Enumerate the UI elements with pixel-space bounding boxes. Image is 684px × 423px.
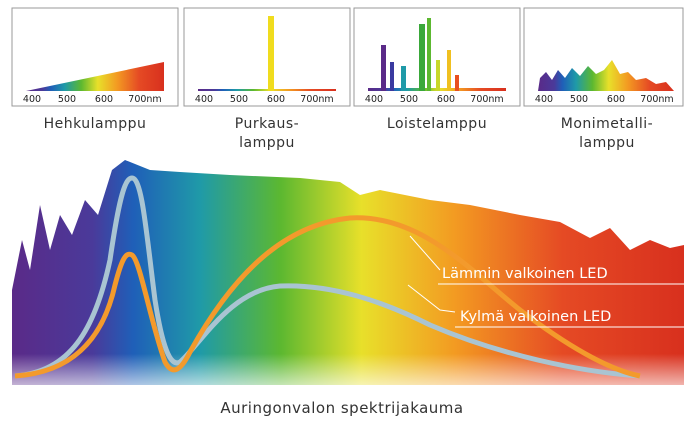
panel-box [524, 8, 683, 106]
panel-box [184, 8, 350, 106]
panel-label: Hehkulamppu [44, 116, 147, 132]
tick-label: 500 [58, 94, 76, 105]
spectrum [198, 89, 336, 91]
panel-label: Purkaus- [235, 116, 299, 132]
main-spectrum: Lämmin valkoinen LED Kylmä valkoinen LED… [12, 160, 684, 417]
panel-label: Monimetalli- [561, 116, 653, 132]
tick-label: 600 [267, 94, 285, 105]
panel-label: Loistelamppu [387, 116, 487, 132]
tick-label: 400 [23, 94, 41, 105]
caption: Auringonvalon spektrijakauma [220, 399, 463, 417]
tick-label: 500 [230, 94, 248, 105]
cold-label: Kylmä valkoinen LED [460, 309, 611, 325]
spectrum [368, 18, 506, 91]
page: {"panels":[ {"label_lines":["Hehkulamppu… [0, 0, 684, 423]
tick-label: 600 [95, 94, 113, 105]
tick-label: 500 [400, 94, 418, 105]
tick-label: 400 [365, 94, 383, 105]
tick-label: 700nm [470, 94, 503, 105]
tick-label: 400 [535, 94, 553, 105]
spectrum [26, 62, 164, 91]
tick-label: 500 [570, 94, 588, 105]
tick-label: 600 [607, 94, 625, 105]
tick-label: 400 [195, 94, 213, 105]
spectrum [268, 16, 274, 91]
warm-label: Lämmin valkoinen LED [442, 266, 608, 282]
tick-label: 700nm [640, 94, 673, 105]
spectrum [538, 60, 674, 91]
panel-label: lamppu [239, 135, 295, 151]
illustration: Lämmin valkoinen LED Kylmä valkoinen LED… [0, 0, 684, 423]
panel-box [12, 8, 178, 106]
tick-label: 700nm [128, 94, 161, 105]
panel-label: lamppu [579, 135, 635, 151]
tick-label: 600 [437, 94, 455, 105]
tick-label: 700nm [300, 94, 333, 105]
panel-box [354, 8, 520, 106]
